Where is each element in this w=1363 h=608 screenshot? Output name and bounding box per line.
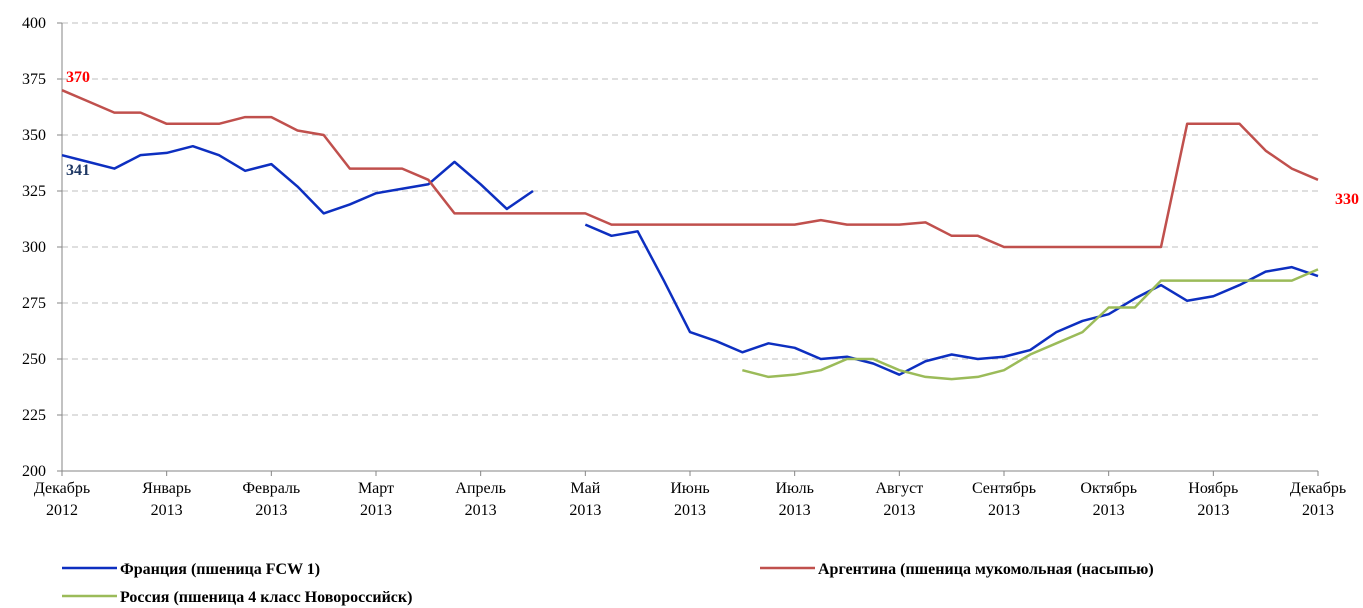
data-label: 341	[66, 162, 90, 179]
legend-label: Франция (пшеница FCW 1)	[120, 561, 320, 578]
x-tick-label: Декабрь 2012	[34, 480, 90, 519]
legend-label: Россия (пшеница 4 класс Новороссийск)	[120, 589, 412, 606]
x-tick-label: Январь 2013	[142, 480, 191, 519]
y-tick-label: 350	[22, 127, 46, 144]
y-tick-label: 325	[22, 183, 46, 200]
y-tick-label: 200	[22, 463, 46, 480]
x-tick-label: Март 2013	[358, 480, 394, 519]
y-tick-label: 400	[22, 15, 46, 32]
x-tick-label: Июнь 2013	[670, 480, 709, 519]
x-tick-label: Сентябрь 2013	[972, 480, 1036, 519]
y-tick-label: 275	[22, 295, 46, 312]
y-tick-label: 250	[22, 351, 46, 368]
legend-label: Аргентина (пшеница мукомольная (насыпью)	[818, 561, 1154, 578]
x-tick-label: Май 2013	[569, 480, 601, 519]
x-tick-label: Декабрь 2013	[1290, 480, 1346, 519]
data-label: 370	[66, 69, 90, 86]
x-tick-label: Июль 2013	[775, 480, 813, 519]
x-tick-label: Февраль 2013	[242, 480, 300, 519]
data-label: 330	[1335, 191, 1359, 208]
series-line	[742, 268, 1319, 381]
series-line	[61, 89, 1319, 249]
x-tick-label: Апрель 2013	[455, 480, 506, 519]
series-line	[61, 144, 1319, 376]
y-tick-label: 300	[22, 239, 46, 256]
x-tick-label: Август 2013	[875, 480, 923, 519]
y-tick-label: 375	[22, 71, 46, 88]
x-tick-label: Октябрь 2013	[1080, 480, 1137, 519]
x-tick-label: Ноябрь 2013	[1188, 480, 1238, 519]
y-tick-label: 225	[22, 407, 46, 424]
